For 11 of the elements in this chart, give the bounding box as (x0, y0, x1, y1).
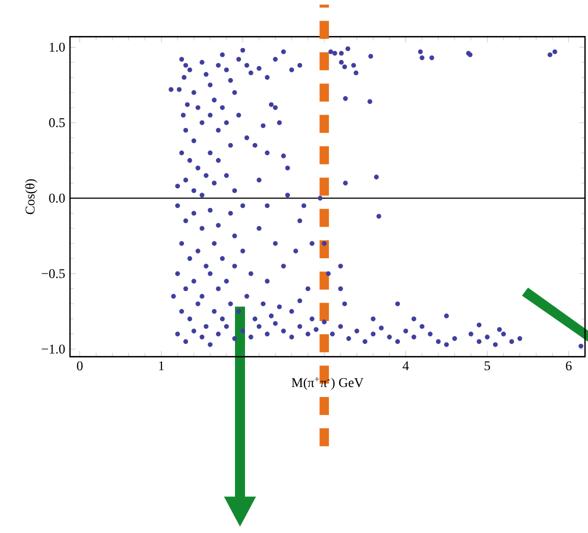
y-tick-label: 0.0 (49, 194, 65, 203)
x-tick-label: 0 (76, 362, 83, 371)
y-tick-label: 0.5 (49, 118, 65, 128)
x-tick-label: 1 (159, 362, 164, 370)
x-tick-label: 6 (566, 362, 572, 370)
y-axis-title: Cos(θ) (25, 179, 38, 214)
x-tick-label: 4 (402, 362, 409, 370)
y-tick-label: 1.0 (50, 42, 65, 52)
x-tick-label: 5 (484, 362, 490, 370)
y-tick-label: −0.5 (42, 269, 65, 278)
y-tick-label: −1.0 (42, 344, 65, 354)
